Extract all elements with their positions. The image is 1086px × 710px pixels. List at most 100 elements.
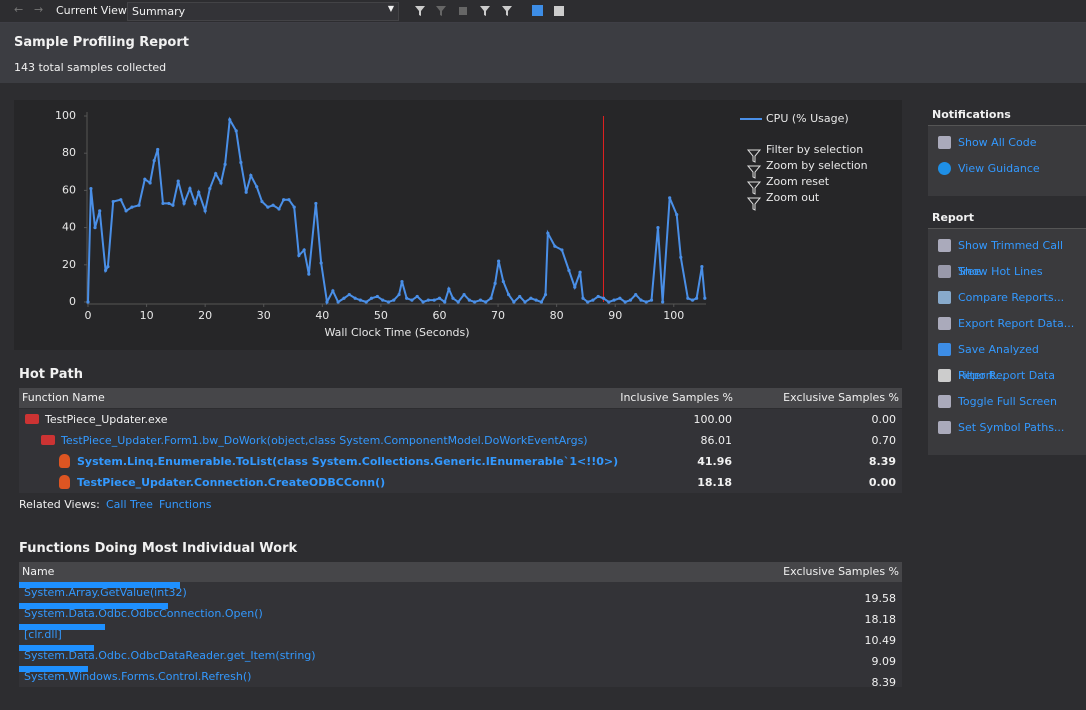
function-name[interactable]: TestPiece_Updater.Connection.CreateODBCC… — [77, 476, 386, 489]
data-point — [292, 205, 296, 209]
chart-action[interactable]: Zoom by selection — [766, 159, 868, 172]
function-name: TestPiece_Updater.exe — [45, 413, 168, 426]
data-point — [307, 272, 311, 276]
data-point — [197, 190, 201, 194]
data-point — [234, 129, 238, 133]
data-point — [703, 296, 707, 300]
data-point — [176, 179, 180, 183]
function-name[interactable]: TestPiece_Updater.Form1.bw_DoWork(object… — [61, 434, 588, 447]
panel-link[interactable]: Save Analyzed Report... — [928, 337, 1086, 382]
panel-link[interactable]: View Guidance — [928, 156, 1086, 182]
panel-link[interactable]: Show Hot Lines — [928, 259, 1086, 285]
filter-icon[interactable] — [480, 6, 490, 16]
work-row[interactable]: System.Array.GetValue(int32) 19.58 — [19, 582, 902, 605]
forward-button[interactable]: → — [34, 3, 44, 16]
panel-link[interactable]: Compare Reports... — [928, 285, 1086, 311]
filter-icon[interactable] — [415, 6, 425, 16]
data-point — [634, 292, 638, 297]
data-point — [392, 298, 396, 302]
data-point — [437, 296, 442, 300]
hot-path-row[interactable]: System.Linq.Enumerable.ToList(class Syst… — [19, 451, 902, 472]
data-point — [512, 300, 516, 304]
action-icon — [746, 181, 762, 195]
hot-path-row[interactable]: TestPiece_Updater.Connection.CreateODBCC… — [19, 472, 902, 493]
work-value: 19.58 — [864, 592, 897, 605]
work-row[interactable]: System.Data.Odbc.OdbcConnection.Open() 18… — [19, 603, 902, 626]
panel-link[interactable]: Show All Code — [928, 130, 1086, 156]
data-point — [364, 300, 368, 304]
function-name[interactable]: System.Windows.Forms.Control.Refresh() — [24, 670, 252, 683]
stop-icon[interactable] — [459, 7, 467, 15]
data-point — [567, 268, 571, 272]
data-point — [282, 198, 286, 202]
data-point — [415, 294, 419, 299]
code-icon — [938, 136, 951, 149]
back-button[interactable]: ← — [14, 3, 24, 16]
x-tick-label: 0 — [85, 309, 92, 322]
function-name[interactable]: System.Data.Odbc.OdbcConnection.Open() — [24, 607, 263, 620]
panel-link[interactable]: Show Trimmed Call Tree — [928, 233, 1086, 278]
data-point — [529, 296, 533, 300]
panel-link[interactable]: Filter Report Data — [928, 363, 1086, 389]
chart-action[interactable]: Zoom reset — [766, 175, 830, 188]
work-bar — [19, 582, 180, 588]
report-icon — [938, 369, 951, 382]
link-text: Show Hot Lines — [958, 265, 1043, 278]
work-value: 8.39 — [871, 676, 897, 689]
hot-path-row[interactable]: TestPiece_Updater.Form1.bw_DoWork(object… — [19, 430, 902, 451]
panel-link[interactable]: Set Symbol Paths... — [928, 415, 1086, 441]
filter-icon[interactable] — [436, 6, 446, 16]
data-point — [249, 173, 253, 178]
data-point — [171, 203, 175, 207]
work-row[interactable]: System.Data.Odbc.OdbcDataReader.get_Item… — [19, 645, 902, 668]
data-point — [586, 300, 590, 304]
function-name[interactable]: System.Linq.Enumerable.ToList(class Syst… — [77, 455, 619, 468]
x-tick-label: 50 — [374, 309, 388, 322]
report-icon — [938, 265, 951, 278]
x-tick-label: 60 — [432, 309, 446, 322]
data-point — [375, 294, 379, 299]
work-bar — [19, 603, 169, 609]
function-name[interactable]: System.Data.Odbc.OdbcDataReader.get_Item… — [24, 649, 316, 662]
data-point — [578, 270, 582, 274]
report-icon — [938, 343, 951, 356]
y-tick-label: 0 — [69, 295, 76, 308]
related-link[interactable]: Call Tree — [106, 498, 153, 511]
save-icon[interactable] — [532, 5, 543, 16]
data-point — [219, 181, 223, 185]
report-panel: Report Show Trimmed Call Tree Show Hot Li… — [928, 207, 1086, 455]
data-point — [119, 198, 123, 202]
x-tick-label: 70 — [491, 309, 505, 322]
export-icon[interactable] — [554, 6, 564, 16]
filter-icon[interactable] — [502, 6, 512, 16]
dropdown-arrow: ▼ — [387, 4, 394, 13]
action-icon — [746, 165, 762, 179]
chart-action[interactable]: Filter by selection — [766, 143, 863, 156]
data-point — [255, 185, 259, 189]
function-name[interactable]: [clr.dll] — [24, 628, 62, 641]
data-point — [386, 300, 391, 304]
x-tick-label: 30 — [257, 309, 271, 322]
hot-path-title: Hot Path — [19, 367, 83, 382]
view-select[interactable]: Summary ▼ — [127, 2, 399, 21]
work-header: Name Exclusive Samples % — [19, 562, 902, 582]
work-row[interactable]: System.Windows.Forms.Control.Refresh() 8.… — [19, 666, 902, 689]
data-point — [560, 248, 564, 252]
panel-link[interactable]: Toggle Full Screen — [928, 389, 1086, 415]
data-point — [266, 205, 270, 209]
data-point — [612, 298, 616, 302]
data-point — [668, 196, 672, 200]
related-link[interactable]: Functions — [159, 498, 212, 511]
data-point — [695, 296, 699, 300]
hot-path-row[interactable]: TestPiece_Updater.exe 100.00 0.00 — [19, 409, 902, 430]
data-point — [325, 300, 329, 304]
link-text: Show All Code — [958, 136, 1037, 149]
cpu-chart: 0 20 40 60 80 100 0 10 20 30 40 50 60 70 80 90 100 Wall C… — [14, 100, 902, 350]
data-point — [148, 181, 152, 185]
panel-link[interactable]: Export Report Data... — [928, 311, 1086, 337]
function-name[interactable]: System.Array.GetValue(int32) — [24, 586, 187, 599]
chart-actions — [746, 149, 762, 211]
chart-action[interactable]: Zoom out — [766, 191, 820, 204]
data-point — [596, 294, 600, 299]
work-row[interactable]: [clr.dll] 10.49 — [19, 624, 902, 647]
